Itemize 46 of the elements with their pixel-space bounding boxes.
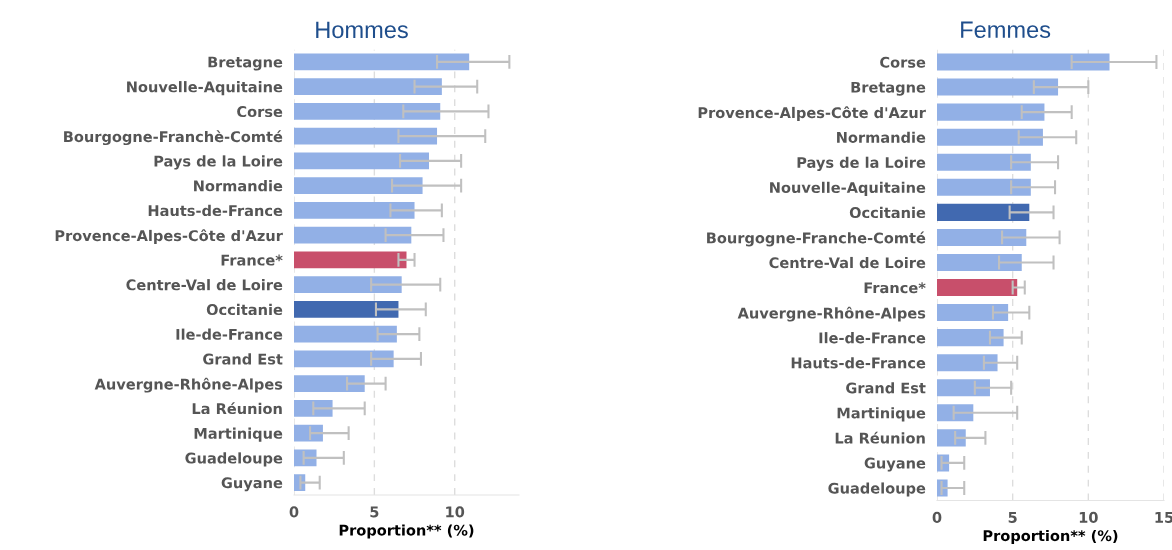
y-tick-label: Nouvelle-Aquitaine	[127, 81, 283, 96]
y-tick-label: Guyane	[864, 457, 926, 472]
y-tick-label: Nouvelle-Aquitaine	[770, 181, 926, 196]
y-tick-label: Guyane	[221, 477, 283, 492]
y-tick-label: Auvergne-Rhône-Alpes	[737, 306, 926, 322]
y-tick-label: Martinique	[194, 427, 283, 442]
x-tick-label: 0	[932, 511, 942, 523]
y-tick-label: La Réunion	[192, 402, 282, 415]
y-tick-label: Hauts-de-France	[148, 204, 283, 217]
y-tick-label: Martinique	[837, 407, 926, 422]
y-tick-label: Pays de la Loire	[154, 155, 283, 170]
y-tick-label: Occitanie	[849, 206, 926, 219]
x-tick-label: 10	[446, 506, 465, 518]
y-tick-label: France*	[864, 282, 926, 294]
y-tick-label: Corse	[880, 56, 926, 68]
y-tick-label: Hauts-de-France	[791, 357, 926, 369]
y-tick-label: Provence-Alpes-Côte d'Azur	[698, 106, 926, 121]
y-tick-label: Centre-Val de Loire	[126, 279, 283, 291]
y-tick-label: Guadeloupe	[828, 482, 926, 497]
y-tick-label: Centre-Val de Loire	[769, 256, 926, 269]
y-tick-label: Provence-Alpes-Côte d'Azur	[55, 229, 283, 244]
x-tick-label: 5	[370, 506, 379, 518]
y-tick-label: Auvergne-Rhône-Alpes	[94, 377, 283, 393]
y-tick-label: Bretagne	[851, 81, 926, 96]
y-tick-label: Ile-de-France	[176, 328, 283, 340]
y-tick-label: Bourgogne-Franche-Comté	[707, 231, 926, 247]
y-tick-label: Normandie	[194, 180, 283, 192]
chart-title: Hommes	[316, 21, 408, 39]
y-tick-label: Grand Est	[203, 353, 283, 365]
y-tick-label: Bretagne	[208, 56, 283, 71]
x-axis-title: Proportion** (%)	[339, 524, 474, 539]
x-axis-title: Proportion** (%)	[983, 529, 1118, 545]
x-tick-label: 0	[289, 506, 299, 518]
y-tick-label: Ile-de-France	[819, 332, 926, 344]
y-tick-label: La Réunion	[835, 431, 925, 444]
y-tick-label: Pays de la Loire	[797, 156, 926, 171]
chart-title: Femmes	[961, 21, 1051, 39]
y-tick-label: Normandie	[837, 131, 926, 143]
x-tick-label: 10	[1079, 511, 1098, 523]
y-tick-label: France*	[221, 254, 283, 266]
y-tick-label: Grand Est	[846, 382, 926, 394]
y-tick-label: Bourgogne-Franchè-Comté	[64, 130, 283, 146]
y-tick-label: Guadeloupe	[185, 452, 283, 467]
y-tick-label: Occitanie	[206, 303, 283, 316]
y-tick-label: Corse	[237, 106, 283, 118]
x-tick-label: 5	[1008, 512, 1017, 523]
